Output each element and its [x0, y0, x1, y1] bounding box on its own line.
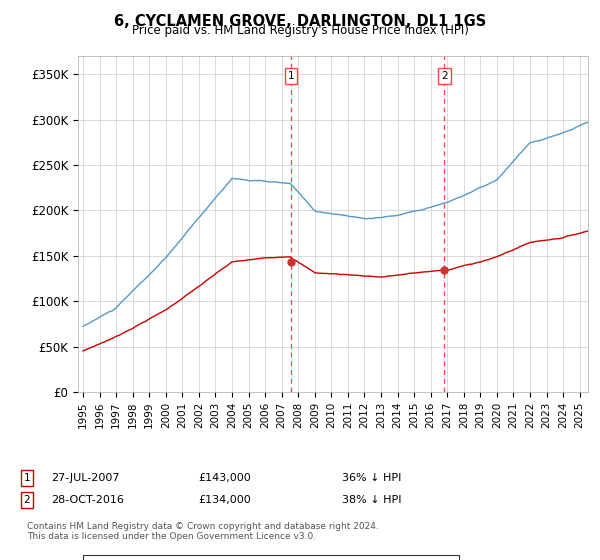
Text: £143,000: £143,000 — [198, 473, 251, 483]
Text: £134,000: £134,000 — [198, 495, 251, 505]
Text: This data is licensed under the Open Government Licence v3.0.: This data is licensed under the Open Gov… — [27, 532, 316, 541]
Text: 1: 1 — [287, 71, 294, 81]
Legend: 6, CYCLAMEN GROVE, DARLINGTON, DL1 1GS (detached house), HPI: Average price, det: 6, CYCLAMEN GROVE, DARLINGTON, DL1 1GS (… — [83, 555, 459, 560]
Text: 36% ↓ HPI: 36% ↓ HPI — [342, 473, 401, 483]
Text: 28-OCT-2016: 28-OCT-2016 — [51, 495, 124, 505]
Text: 6, CYCLAMEN GROVE, DARLINGTON, DL1 1GS: 6, CYCLAMEN GROVE, DARLINGTON, DL1 1GS — [114, 14, 486, 29]
Text: 38% ↓ HPI: 38% ↓ HPI — [342, 495, 401, 505]
Text: 2: 2 — [23, 495, 31, 505]
Text: Contains HM Land Registry data © Crown copyright and database right 2024.: Contains HM Land Registry data © Crown c… — [27, 522, 379, 531]
Text: Price paid vs. HM Land Registry's House Price Index (HPI): Price paid vs. HM Land Registry's House … — [131, 24, 469, 37]
Text: 1: 1 — [23, 473, 31, 483]
Text: 2: 2 — [441, 71, 448, 81]
Text: 27-JUL-2007: 27-JUL-2007 — [51, 473, 119, 483]
